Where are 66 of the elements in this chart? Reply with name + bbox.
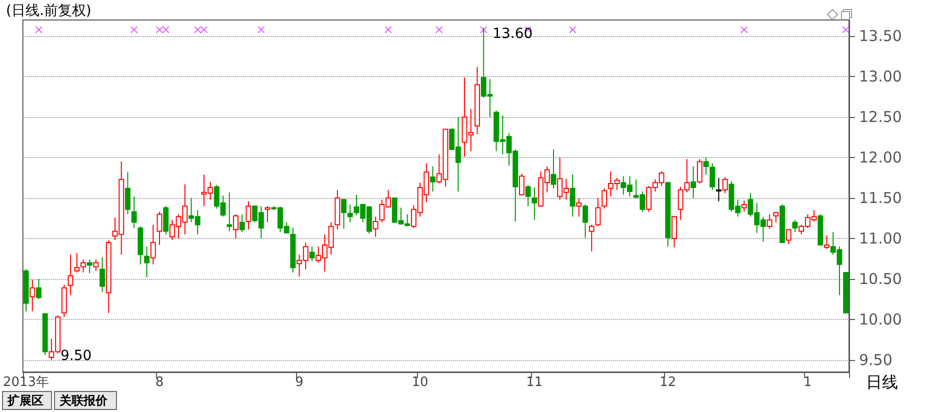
candlestick: [309, 246, 315, 262]
y-tick-label: 12.00: [859, 148, 902, 167]
candlestick: [131, 196, 137, 228]
candlestick: [570, 174, 576, 218]
candlestick: [124, 172, 130, 215]
x-tick-label: 11: [526, 375, 543, 390]
candlestick: [722, 176, 728, 194]
candlestick: [588, 224, 594, 252]
candlestick: [144, 246, 150, 278]
candlestick: [696, 158, 702, 184]
candlestick: [93, 259, 99, 272]
x-axis-title: 日线: [866, 372, 898, 392]
candlestick: [582, 204, 588, 238]
y-tick-label: 13.00: [859, 68, 902, 86]
candlestick: [30, 279, 36, 312]
y-tick-label: 13.50: [859, 27, 902, 46]
annotation: 13.60: [492, 26, 533, 42]
x-tick-label: 9: [295, 375, 304, 390]
candlestick: [68, 254, 74, 296]
candlestick: [226, 192, 232, 232]
candlestick: [525, 184, 531, 207]
text: 扩展区: [6, 394, 44, 408]
x-tick-label: 12: [660, 375, 676, 390]
y-tick-label: 10.50: [859, 270, 902, 288]
candlestick: [246, 200, 252, 230]
candlestick: [341, 198, 347, 230]
annotation: 9.50: [60, 348, 92, 364]
y-tick-label: 9.50: [859, 350, 892, 369]
candlestick: [36, 278, 42, 300]
candlestick: [233, 214, 238, 239]
candlestick: [347, 204, 353, 223]
candlestick: [824, 234, 830, 250]
x-tick-label: 2013年: [2, 375, 50, 390]
candlestick: [703, 157, 709, 176]
candlestick: [766, 214, 772, 230]
candlestick: [672, 216, 677, 248]
candlestick: [741, 200, 747, 212]
text: 关联报价: [58, 394, 108, 408]
candlestick: [430, 166, 436, 192]
candlestick: [86, 259, 92, 274]
y-tick-label: 11.00: [859, 229, 902, 248]
x-tick-label: 10: [412, 375, 428, 390]
y-tick-label: 10.00: [859, 310, 902, 328]
y-tick-label: 11.50: [859, 189, 902, 208]
chart-title: (日线.前复权): [6, 3, 92, 19]
x-tick-label: 1: [804, 375, 812, 390]
candlestick: [239, 214, 245, 233]
candlestick: [786, 229, 792, 245]
candlestick: [690, 166, 696, 199]
candlestick: [576, 198, 582, 218]
candlestick: [792, 219, 798, 233]
candlestick: [156, 211, 162, 246]
candlestick: [550, 148, 556, 189]
candlestick: [150, 224, 156, 265]
x-tick-label: 8: [155, 375, 164, 390]
candlestick: [710, 162, 716, 190]
candlestick: [602, 188, 608, 210]
candlestick: [532, 187, 538, 220]
y-tick-label: 12.50: [859, 108, 902, 126]
candlestick: [163, 206, 169, 235]
candlestick: [372, 216, 378, 238]
candlestick: [716, 177, 722, 202]
candlestick: [595, 198, 601, 227]
candlestick: [100, 256, 106, 292]
candlestick: [519, 173, 524, 196]
candlestick: [264, 206, 270, 223]
